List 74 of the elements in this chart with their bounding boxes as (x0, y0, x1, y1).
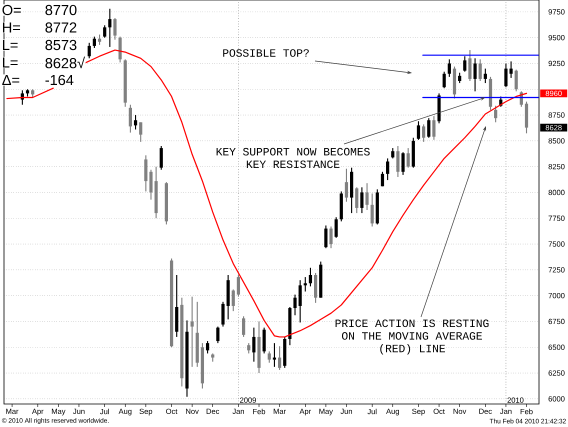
annotation: 8573 (45, 40, 76, 50)
candlestick (458, 72, 462, 84)
candlestick (432, 116, 436, 140)
candlestick (360, 186, 364, 214)
candlestick (293, 294, 297, 316)
candlestick (268, 350, 271, 364)
candlestick (442, 71, 446, 89)
candlestick (344, 168, 348, 202)
candlestick (473, 58, 477, 92)
candlestick (365, 182, 369, 211)
candlestick (314, 272, 318, 304)
candlestick (509, 60, 513, 78)
candlestick (272, 342, 276, 368)
candlestick (139, 122, 142, 142)
candlestick (380, 171, 384, 187)
candlestick (103, 24, 106, 38)
annotation: L= (2, 40, 18, 50)
candlestick (88, 42, 91, 59)
candlestick (478, 58, 482, 82)
candlestick (252, 327, 256, 362)
candlestick (391, 148, 394, 159)
candlestick (190, 296, 194, 368)
annotation: KEY SUPPORT NOW BECOMES KEY RESISTANCE (216, 148, 370, 168)
candlestick (463, 56, 466, 72)
candlestick (401, 152, 405, 176)
candlestick (128, 104, 132, 134)
candlestick (427, 118, 430, 138)
annotation: O= (2, 4, 21, 16)
candlestick (247, 342, 250, 354)
candlestick (448, 58, 451, 78)
candlestick (134, 114, 138, 130)
candlestick (298, 280, 302, 324)
candlestick (396, 145, 400, 178)
candlestick (484, 68, 487, 84)
annotation: L= (2, 58, 18, 68)
candlestick (242, 316, 246, 338)
annotation: 8628√ (45, 56, 86, 68)
candlestick (386, 158, 390, 181)
candlestick (324, 224, 328, 249)
candlestick (355, 186, 358, 214)
annotation: 8772 (45, 22, 76, 33)
candlestick (422, 124, 426, 142)
annotation: -164 (45, 74, 74, 86)
annotation: H= (2, 22, 20, 32)
candlestick (108, 8, 112, 48)
candlestick (144, 154, 148, 192)
candlestick (514, 69, 518, 92)
candlestick (98, 34, 102, 46)
candlestick (113, 18, 117, 40)
candlestick (494, 105, 498, 123)
candlestick (416, 120, 420, 140)
candlestick (232, 288, 235, 312)
candlestick (406, 148, 410, 168)
candlestick (334, 216, 338, 238)
candlestick (206, 340, 210, 354)
candlestick (329, 226, 333, 249)
annotation: 8770 (45, 4, 77, 16)
candlestick (118, 36, 122, 63)
annotation: Δ= (2, 75, 20, 85)
candlestick (216, 326, 220, 344)
candlestick (524, 101, 528, 134)
candlestick (308, 267, 312, 287)
candlestick (160, 145, 163, 170)
annotation: POSSIBLE TOP? (223, 49, 309, 57)
candlestick (278, 346, 282, 370)
candlestick (92, 36, 96, 49)
candlestick (221, 301, 225, 328)
candlestick (370, 192, 374, 228)
annotation: PRICE ACTION IS RESTING ON THE MOVING AVERAGE (RED) LINE (336, 320, 489, 355)
candlestick (504, 62, 508, 88)
candlestick (468, 49, 472, 82)
candlestick (149, 169, 153, 200)
candlestick (304, 276, 307, 292)
candlestick (262, 327, 266, 354)
